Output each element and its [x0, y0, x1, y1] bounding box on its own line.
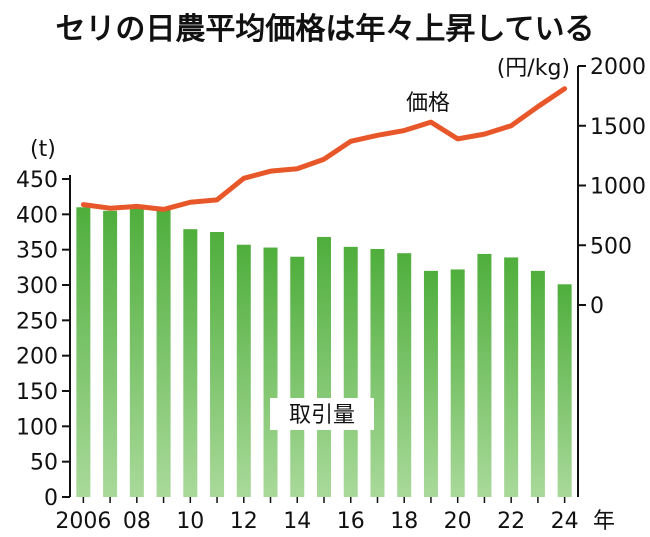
bar-2007	[103, 210, 118, 498]
left-tick-label: 350	[16, 239, 58, 264]
left-tick-label: 300	[16, 274, 58, 299]
bar-2023	[530, 270, 545, 497]
bar-2016	[343, 246, 358, 497]
x-tick-label: 12	[230, 509, 258, 534]
bar-2012	[236, 244, 251, 497]
x-tick-label: 10	[176, 509, 204, 534]
x-axis-unit: 年	[593, 509, 615, 534]
price-line	[80, 86, 568, 212]
x-tick-label: 20	[444, 509, 472, 534]
chart-title: セリの日農平均価格は年々上昇している	[55, 12, 595, 47]
left-tick-label: 150	[16, 380, 58, 405]
bar-2009	[156, 208, 171, 497]
bar-2019	[423, 270, 438, 497]
labels-layer: 0 50 100 150 200 250 300 350 400 450 (t) 0 500 1000 15…	[16, 55, 646, 534]
left-tick-label: 100	[16, 415, 58, 440]
series-label-volume-bg	[270, 398, 374, 430]
bar-2013	[263, 247, 278, 497]
series-label-volume: 取引量	[289, 403, 355, 428]
left-tick-label: 250	[16, 309, 58, 334]
x-tick-label: 22	[497, 509, 525, 534]
right-axis-unit: (円/kg)	[497, 56, 570, 81]
x-tick-label: 2006	[55, 509, 111, 534]
left-tick-label: 450	[16, 168, 58, 193]
x-tick-label: 14	[283, 509, 311, 534]
right-tick-label: 2000	[590, 55, 646, 80]
x-tick-label: 18	[390, 509, 418, 534]
left-tick-label: 50	[30, 451, 58, 476]
bar-2020	[450, 269, 465, 497]
bar-2024	[557, 284, 572, 497]
bar-2008	[129, 206, 144, 497]
bar-2010	[183, 229, 198, 497]
x-tick-label: 08	[123, 509, 151, 534]
series-label-price: 価格	[406, 91, 450, 116]
right-tick-label: 0	[590, 294, 604, 319]
bar-2021	[477, 253, 492, 497]
bar-2017	[370, 248, 385, 497]
right-tick-label: 500	[590, 234, 632, 259]
axes-layer	[62, 65, 586, 503]
bar-2014	[290, 256, 305, 497]
x-tick-label: 16	[337, 509, 365, 534]
left-tick-label: 0	[44, 486, 58, 511]
bar-2018	[397, 253, 412, 497]
left-tick-label: 200	[16, 345, 58, 370]
left-tick-label: 400	[16, 203, 58, 228]
left-axis-unit: (t)	[30, 137, 56, 162]
bar-2015	[317, 236, 331, 498]
right-tick-label: 1500	[590, 115, 646, 140]
line-layer	[80, 86, 568, 212]
right-tick-label: 1000	[590, 175, 646, 200]
bar-2011	[210, 232, 225, 497]
bar-2022	[504, 257, 519, 497]
bars-layer	[76, 206, 572, 498]
bar-2006	[76, 207, 91, 497]
x-tick-label: 24	[551, 509, 579, 534]
